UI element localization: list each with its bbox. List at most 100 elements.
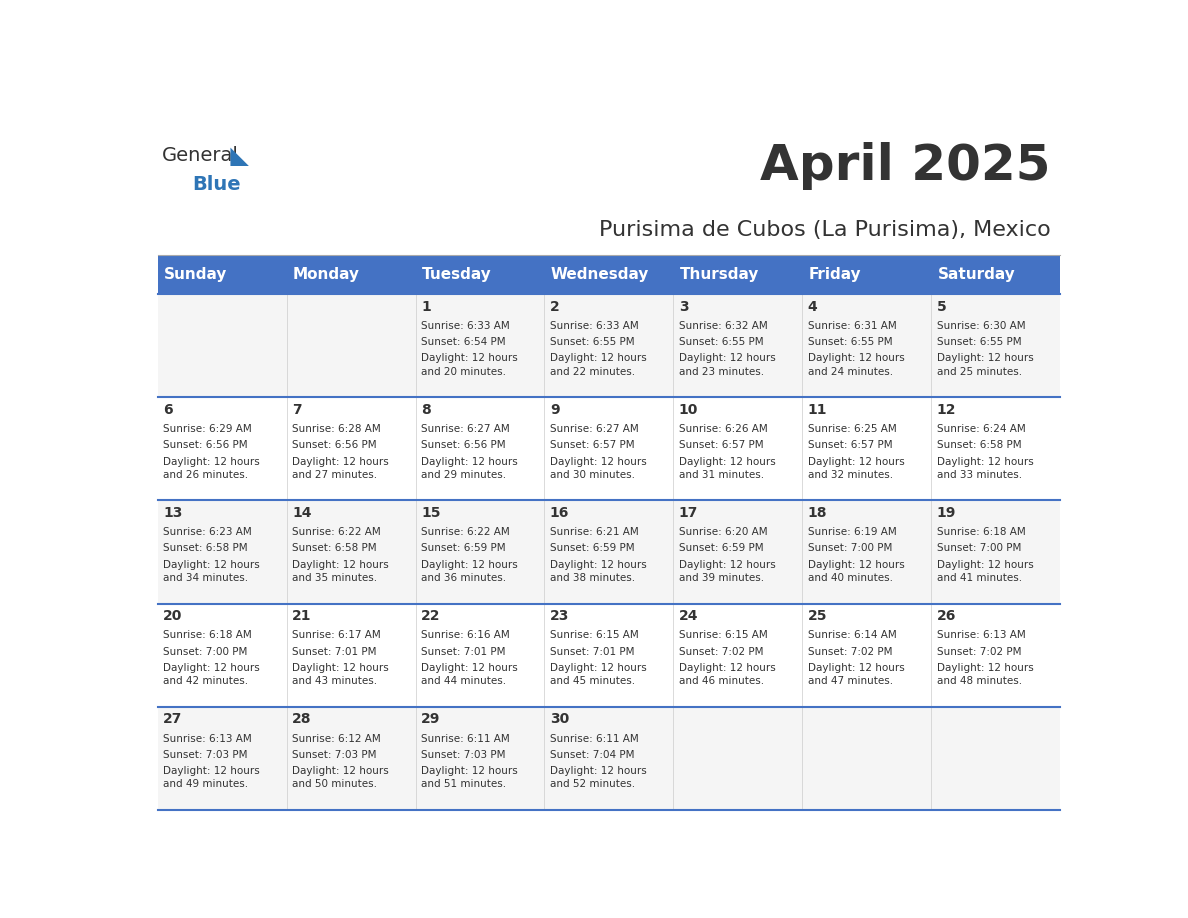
- Text: 27: 27: [163, 712, 183, 726]
- Text: Sunrise: 6:15 AM: Sunrise: 6:15 AM: [550, 631, 639, 641]
- Text: Sunrise: 6:19 AM: Sunrise: 6:19 AM: [808, 527, 897, 537]
- Text: Daylight: 12 hours
and 46 minutes.: Daylight: 12 hours and 46 minutes.: [678, 663, 776, 686]
- Text: Daylight: 12 hours
and 31 minutes.: Daylight: 12 hours and 31 minutes.: [678, 456, 776, 480]
- Text: Daylight: 12 hours
and 35 minutes.: Daylight: 12 hours and 35 minutes.: [292, 560, 388, 583]
- Text: Sunset: 6:55 PM: Sunset: 6:55 PM: [808, 337, 892, 347]
- Text: Sunday: Sunday: [164, 267, 228, 282]
- Text: 21: 21: [292, 610, 311, 623]
- Text: Sunrise: 6:31 AM: Sunrise: 6:31 AM: [808, 320, 897, 330]
- Bar: [158, 603, 1060, 707]
- Text: Purisima de Cubos (La Purisima), Mexico: Purisima de Cubos (La Purisima), Mexico: [599, 219, 1051, 240]
- Text: Daylight: 12 hours
and 49 minutes.: Daylight: 12 hours and 49 minutes.: [163, 767, 260, 789]
- Text: Sunset: 7:00 PM: Sunset: 7:00 PM: [808, 543, 892, 554]
- Text: Sunrise: 6:17 AM: Sunrise: 6:17 AM: [292, 631, 381, 641]
- Text: Blue: Blue: [192, 175, 241, 195]
- Text: Thursday: Thursday: [680, 267, 759, 282]
- Text: 3: 3: [678, 299, 689, 314]
- Text: Sunset: 7:01 PM: Sunset: 7:01 PM: [421, 646, 506, 656]
- Text: 23: 23: [550, 610, 569, 623]
- Text: Sunset: 6:55 PM: Sunset: 6:55 PM: [936, 337, 1022, 347]
- Text: Sunset: 6:55 PM: Sunset: 6:55 PM: [550, 337, 634, 347]
- Text: Sunrise: 6:28 AM: Sunrise: 6:28 AM: [292, 424, 381, 434]
- Text: Daylight: 12 hours
and 40 minutes.: Daylight: 12 hours and 40 minutes.: [808, 560, 904, 583]
- Text: Daylight: 12 hours
and 44 minutes.: Daylight: 12 hours and 44 minutes.: [421, 663, 518, 686]
- Text: 16: 16: [550, 506, 569, 520]
- Text: Sunset: 7:03 PM: Sunset: 7:03 PM: [163, 750, 248, 760]
- Bar: [158, 294, 1060, 397]
- Text: Daylight: 12 hours
and 34 minutes.: Daylight: 12 hours and 34 minutes.: [163, 560, 260, 583]
- Bar: [158, 707, 1060, 810]
- Text: Sunrise: 6:22 AM: Sunrise: 6:22 AM: [292, 527, 381, 537]
- Text: Sunrise: 6:27 AM: Sunrise: 6:27 AM: [421, 424, 510, 434]
- Text: Sunset: 7:00 PM: Sunset: 7:00 PM: [936, 543, 1020, 554]
- Text: 11: 11: [808, 403, 827, 417]
- Text: Sunset: 6:56 PM: Sunset: 6:56 PM: [292, 441, 377, 450]
- Text: Daylight: 12 hours
and 23 minutes.: Daylight: 12 hours and 23 minutes.: [678, 353, 776, 376]
- Text: 17: 17: [678, 506, 699, 520]
- Text: Sunrise: 6:27 AM: Sunrise: 6:27 AM: [550, 424, 639, 434]
- Text: 22: 22: [421, 610, 441, 623]
- Text: Sunset: 7:02 PM: Sunset: 7:02 PM: [678, 646, 764, 656]
- Text: Sunrise: 6:11 AM: Sunrise: 6:11 AM: [421, 733, 510, 744]
- Text: Daylight: 12 hours
and 48 minutes.: Daylight: 12 hours and 48 minutes.: [936, 663, 1034, 686]
- Text: Daylight: 12 hours
and 47 minutes.: Daylight: 12 hours and 47 minutes.: [808, 663, 904, 686]
- Text: 4: 4: [808, 299, 817, 314]
- Text: Sunset: 6:56 PM: Sunset: 6:56 PM: [163, 441, 248, 450]
- Text: Daylight: 12 hours
and 22 minutes.: Daylight: 12 hours and 22 minutes.: [550, 353, 646, 376]
- Text: Sunrise: 6:24 AM: Sunrise: 6:24 AM: [936, 424, 1025, 434]
- Text: Daylight: 12 hours
and 25 minutes.: Daylight: 12 hours and 25 minutes.: [936, 353, 1034, 376]
- Text: Sunrise: 6:11 AM: Sunrise: 6:11 AM: [550, 733, 639, 744]
- Text: Daylight: 12 hours
and 30 minutes.: Daylight: 12 hours and 30 minutes.: [550, 456, 646, 480]
- Text: Sunset: 7:03 PM: Sunset: 7:03 PM: [292, 750, 377, 760]
- Text: Sunset: 6:59 PM: Sunset: 6:59 PM: [678, 543, 764, 554]
- Text: Sunrise: 6:30 AM: Sunrise: 6:30 AM: [936, 320, 1025, 330]
- Text: Tuesday: Tuesday: [422, 267, 492, 282]
- Text: Sunset: 7:03 PM: Sunset: 7:03 PM: [421, 750, 506, 760]
- Polygon shape: [230, 148, 248, 166]
- Text: 2: 2: [550, 299, 560, 314]
- Text: Sunrise: 6:12 AM: Sunrise: 6:12 AM: [292, 733, 381, 744]
- Text: Sunrise: 6:32 AM: Sunrise: 6:32 AM: [678, 320, 767, 330]
- Text: 24: 24: [678, 610, 699, 623]
- Text: Sunset: 7:01 PM: Sunset: 7:01 PM: [292, 646, 377, 656]
- Text: Sunrise: 6:21 AM: Sunrise: 6:21 AM: [550, 527, 639, 537]
- Text: Friday: Friday: [809, 267, 861, 282]
- Text: Sunrise: 6:13 AM: Sunrise: 6:13 AM: [936, 631, 1025, 641]
- Text: Sunset: 7:04 PM: Sunset: 7:04 PM: [550, 750, 634, 760]
- Text: Sunrise: 6:16 AM: Sunrise: 6:16 AM: [421, 631, 510, 641]
- Text: Daylight: 12 hours
and 39 minutes.: Daylight: 12 hours and 39 minutes.: [678, 560, 776, 583]
- Text: Sunset: 6:59 PM: Sunset: 6:59 PM: [421, 543, 506, 554]
- Text: Wednesday: Wednesday: [551, 267, 649, 282]
- Text: Daylight: 12 hours
and 38 minutes.: Daylight: 12 hours and 38 minutes.: [550, 560, 646, 583]
- Text: 26: 26: [936, 610, 956, 623]
- Text: Sunset: 6:57 PM: Sunset: 6:57 PM: [550, 441, 634, 450]
- Text: Sunset: 7:02 PM: Sunset: 7:02 PM: [936, 646, 1022, 656]
- Text: Sunrise: 6:15 AM: Sunrise: 6:15 AM: [678, 631, 767, 641]
- Text: 13: 13: [163, 506, 183, 520]
- Text: Daylight: 12 hours
and 41 minutes.: Daylight: 12 hours and 41 minutes.: [936, 560, 1034, 583]
- Text: Daylight: 12 hours
and 51 minutes.: Daylight: 12 hours and 51 minutes.: [421, 767, 518, 789]
- Text: 5: 5: [936, 299, 947, 314]
- Text: 10: 10: [678, 403, 699, 417]
- Text: Daylight: 12 hours
and 45 minutes.: Daylight: 12 hours and 45 minutes.: [550, 663, 646, 686]
- Text: Sunrise: 6:33 AM: Sunrise: 6:33 AM: [550, 320, 639, 330]
- Text: Monday: Monday: [293, 267, 360, 282]
- Text: Daylight: 12 hours
and 50 minutes.: Daylight: 12 hours and 50 minutes.: [292, 767, 388, 789]
- Bar: [158, 500, 1060, 603]
- Text: 6: 6: [163, 403, 173, 417]
- Text: 25: 25: [808, 610, 827, 623]
- Text: Sunrise: 6:25 AM: Sunrise: 6:25 AM: [808, 424, 897, 434]
- Text: 7: 7: [292, 403, 302, 417]
- Text: 9: 9: [550, 403, 560, 417]
- Text: Sunrise: 6:20 AM: Sunrise: 6:20 AM: [678, 527, 767, 537]
- Text: 29: 29: [421, 712, 441, 726]
- Bar: [158, 397, 1060, 500]
- Text: Sunset: 6:58 PM: Sunset: 6:58 PM: [292, 543, 377, 554]
- Text: Daylight: 12 hours
and 43 minutes.: Daylight: 12 hours and 43 minutes.: [292, 663, 388, 686]
- Text: Sunset: 6:59 PM: Sunset: 6:59 PM: [550, 543, 634, 554]
- Text: 1: 1: [421, 299, 431, 314]
- Text: Daylight: 12 hours
and 26 minutes.: Daylight: 12 hours and 26 minutes.: [163, 456, 260, 480]
- Text: Sunrise: 6:13 AM: Sunrise: 6:13 AM: [163, 733, 252, 744]
- Text: Sunrise: 6:14 AM: Sunrise: 6:14 AM: [808, 631, 897, 641]
- Text: Sunrise: 6:33 AM: Sunrise: 6:33 AM: [421, 320, 510, 330]
